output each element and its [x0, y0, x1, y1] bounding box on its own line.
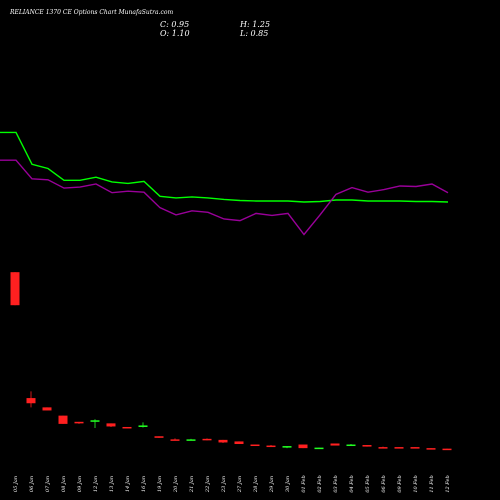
candle-23: [378, 446, 388, 449]
candle-body: [138, 425, 148, 427]
x-tick-label: 01 Feb: [301, 475, 307, 492]
candle-body: [10, 272, 20, 306]
candle-3: [58, 415, 68, 424]
candle-body: [154, 436, 164, 438]
x-tick-label: 19 Jan: [157, 476, 163, 492]
candle-body: [234, 441, 244, 445]
x-tick-label: 30 Jan: [285, 476, 291, 492]
candle-14: [234, 441, 244, 445]
candle-body: [410, 447, 420, 449]
candle-body: [170, 439, 180, 441]
x-tick-label: 09 Jan: [77, 476, 83, 492]
candle-body: [378, 447, 388, 449]
candle-body: [122, 426, 132, 429]
candle-25: [410, 447, 420, 449]
x-tick-label: 09 Feb: [397, 475, 403, 492]
candle-body: [282, 446, 292, 448]
x-axis-labels: 05 Jan 06 Jan 07 Jan 08 Jan 09 Jan 12 Jan 13 J…: [13, 475, 451, 493]
x-tick-label: 11 Feb: [429, 475, 435, 492]
x-tick-label: 23 Jan: [221, 476, 227, 493]
candle-1: [26, 391, 36, 408]
x-tick-label: 05 Jan: [13, 476, 19, 492]
candle-15: [250, 444, 260, 447]
x-tick-label: 10 Feb: [413, 475, 419, 492]
candles: [10, 272, 452, 451]
candle-body: [26, 398, 36, 404]
candle-body: [106, 423, 116, 427]
candle-body: [218, 439, 228, 443]
candle-body: [346, 444, 356, 447]
x-tick-label: 08 Jan: [61, 476, 67, 492]
x-tick-label: 14 Jan: [125, 476, 131, 492]
candle-6: [106, 423, 116, 427]
candle-13: [218, 439, 228, 443]
candle-19: [314, 447, 324, 450]
x-tick-label: 27 Jan: [237, 476, 243, 493]
x-tick-label: 07 Jan: [45, 476, 51, 492]
candle-body: [330, 443, 340, 446]
candle-9: [154, 436, 164, 438]
candle-22: [362, 445, 372, 447]
x-tick-label: 12 Feb: [445, 475, 451, 492]
x-tick-label: 02 Feb: [317, 475, 323, 492]
slow-moving-average-line: [0, 159, 449, 236]
candle-7: [122, 426, 132, 429]
candle-17: [282, 446, 292, 449]
candle-4: [74, 421, 84, 424]
close-value: C: 0.95: [160, 20, 190, 29]
candle-21: [346, 444, 356, 447]
candle-27: [442, 448, 452, 451]
x-tick-label: 29 Jan: [269, 476, 275, 493]
candle-18: [298, 444, 308, 449]
candle-body: [74, 421, 84, 424]
candle-11: [186, 438, 196, 441]
fast-moving-average-line: [0, 131, 449, 203]
candle-body: [202, 438, 212, 441]
high-value: H: 1.25: [240, 20, 271, 29]
candle-body: [90, 420, 100, 422]
x-tick-label: 20 Jan: [173, 476, 179, 493]
candle-body: [58, 415, 68, 424]
x-tick-label: 28 Jan: [253, 476, 259, 493]
x-tick-label: 12 Jan: [93, 476, 99, 492]
x-tick-label: 05 Feb: [365, 475, 371, 492]
candle-body: [442, 448, 452, 451]
candle-26: [426, 448, 436, 450]
x-tick-label: 06 Feb: [381, 475, 387, 492]
candle-body: [42, 407, 52, 411]
candle-body: [394, 447, 404, 449]
candle-24: [394, 447, 404, 449]
x-tick-label: 13 Jan: [109, 476, 115, 492]
candle-16: [266, 445, 276, 448]
x-tick-label: 06 Jan: [29, 476, 35, 492]
candle-0: [10, 272, 20, 306]
candle-12: [202, 438, 212, 441]
x-tick-label: 04 Feb: [349, 475, 355, 492]
candle-20: [330, 443, 340, 446]
candle-8: [138, 422, 148, 428]
candle-body: [362, 445, 372, 447]
candle-body: [298, 444, 308, 449]
candle-2: [42, 407, 52, 411]
x-tick-label: 16 Jan: [141, 476, 147, 492]
candle-5: [90, 419, 100, 429]
x-tick-label: 03 Feb: [333, 475, 339, 492]
candle-body: [266, 445, 276, 448]
candle-body: [250, 444, 260, 447]
candle-body: [186, 439, 196, 441]
chart-title: RELIANCE 1370 CE Options Chart MunafaSut…: [10, 9, 174, 16]
open-value: O: 1.10: [160, 29, 190, 38]
candle-body: [426, 448, 436, 450]
candle-body: [314, 447, 324, 450]
x-tick-label: 22 Jan: [205, 476, 211, 493]
candle-10: [170, 438, 180, 441]
x-tick-label: 21 Jan: [189, 476, 195, 493]
low-value: L: 0.85: [240, 29, 269, 38]
